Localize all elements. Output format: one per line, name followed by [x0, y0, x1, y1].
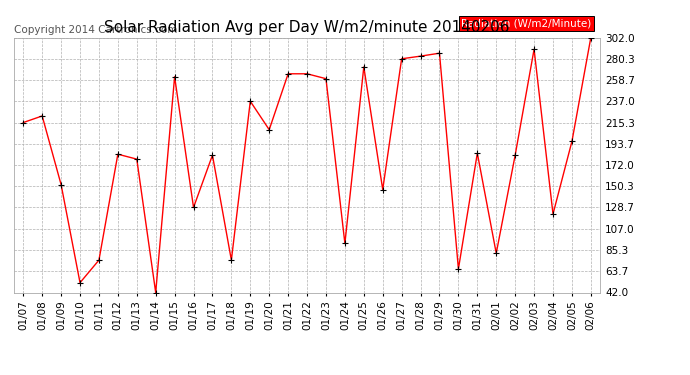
Title: Solar Radiation Avg per Day W/m2/minute 20140206: Solar Radiation Avg per Day W/m2/minute … [104, 20, 510, 35]
Text: Copyright 2014 Cartronics.com: Copyright 2014 Cartronics.com [14, 25, 177, 35]
Text: Radiation (W/m2/Minute): Radiation (W/m2/Minute) [461, 19, 591, 28]
